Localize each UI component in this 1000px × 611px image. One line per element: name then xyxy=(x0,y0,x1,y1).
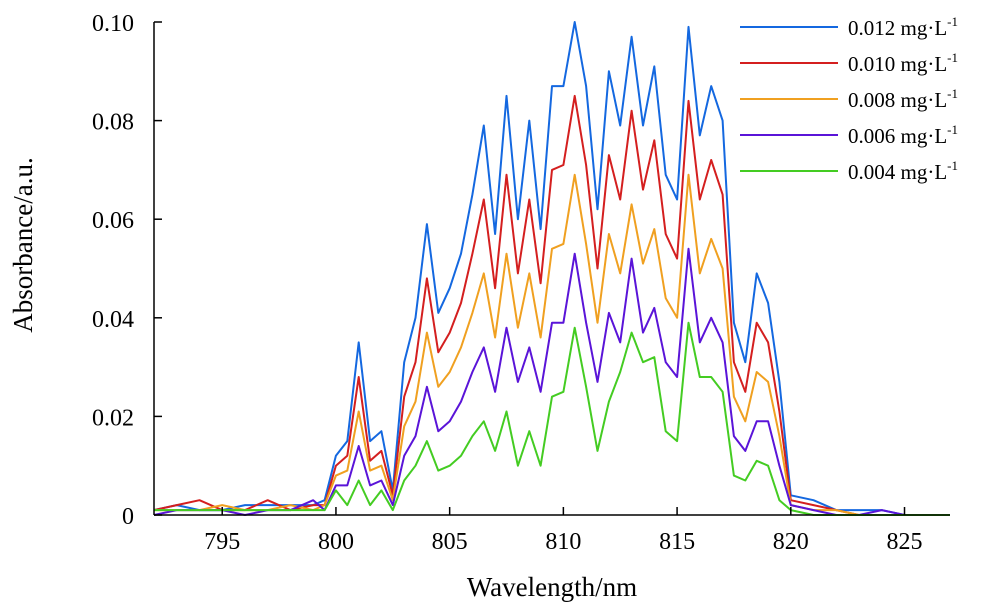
series-line-0 xyxy=(153,21,950,516)
legend-label-text: 0.012 mg·L xyxy=(848,16,947,40)
y-tick-label: 0.02 xyxy=(92,405,134,431)
y-axis-title: Absorbance/a.u. xyxy=(8,157,38,332)
legend-label-text: 0.010 mg·L xyxy=(848,52,947,76)
y-axis-ticks: 0 0.02 0.04 0.06 0.08 0.10 xyxy=(92,11,162,530)
legend-label: 0.004 mg·L-1 xyxy=(848,158,958,184)
legend-label-superscript: -1 xyxy=(947,158,958,173)
x-axis-title: Wavelength/nm xyxy=(467,572,637,602)
legend-label: 0.008 mg·L-1 xyxy=(848,86,958,112)
x-tick-label: 800 xyxy=(318,529,354,555)
series-line-3 xyxy=(153,247,950,516)
y-tick-label: 0.08 xyxy=(92,110,134,136)
plot-series-group xyxy=(153,21,950,516)
legend-label-superscript: -1 xyxy=(947,14,958,29)
y-tick-label: 0.10 xyxy=(92,11,134,37)
x-tick-label: 810 xyxy=(545,529,581,555)
x-tick-label: 820 xyxy=(773,529,809,555)
series-line-4 xyxy=(154,321,950,516)
legend-label-superscript: -1 xyxy=(947,122,958,137)
legend-label-text: 0.004 mg·L xyxy=(848,160,947,184)
legend-label-superscript: -1 xyxy=(947,50,958,65)
x-tick-label: 815 xyxy=(659,529,695,555)
legend-label-superscript: -1 xyxy=(947,86,958,101)
legend-label: 0.010 mg·L-1 xyxy=(848,50,958,76)
x-tick-label: 825 xyxy=(887,529,923,555)
x-axis-ticks: 795 800 805 810 815 820 825 xyxy=(204,507,923,555)
legend-label-text: 0.008 mg·L xyxy=(848,88,947,112)
x-tick-label: 805 xyxy=(432,529,468,555)
legend-label-text: 0.006 mg·L xyxy=(848,124,947,148)
legend-label: 0.006 mg·L-1 xyxy=(848,122,958,148)
x-tick-label: 795 xyxy=(204,529,240,555)
legend: 0.012 mg·L-10.010 mg·L-10.008 mg·L-10.00… xyxy=(740,14,958,184)
series-line-1 xyxy=(153,94,950,516)
y-tick-label: 0.06 xyxy=(92,208,134,234)
series-line-2 xyxy=(154,173,950,516)
legend-label: 0.012 mg·L-1 xyxy=(848,14,958,40)
y-tick-label: 0 xyxy=(122,504,134,530)
y-tick-label: 0.04 xyxy=(92,307,134,333)
